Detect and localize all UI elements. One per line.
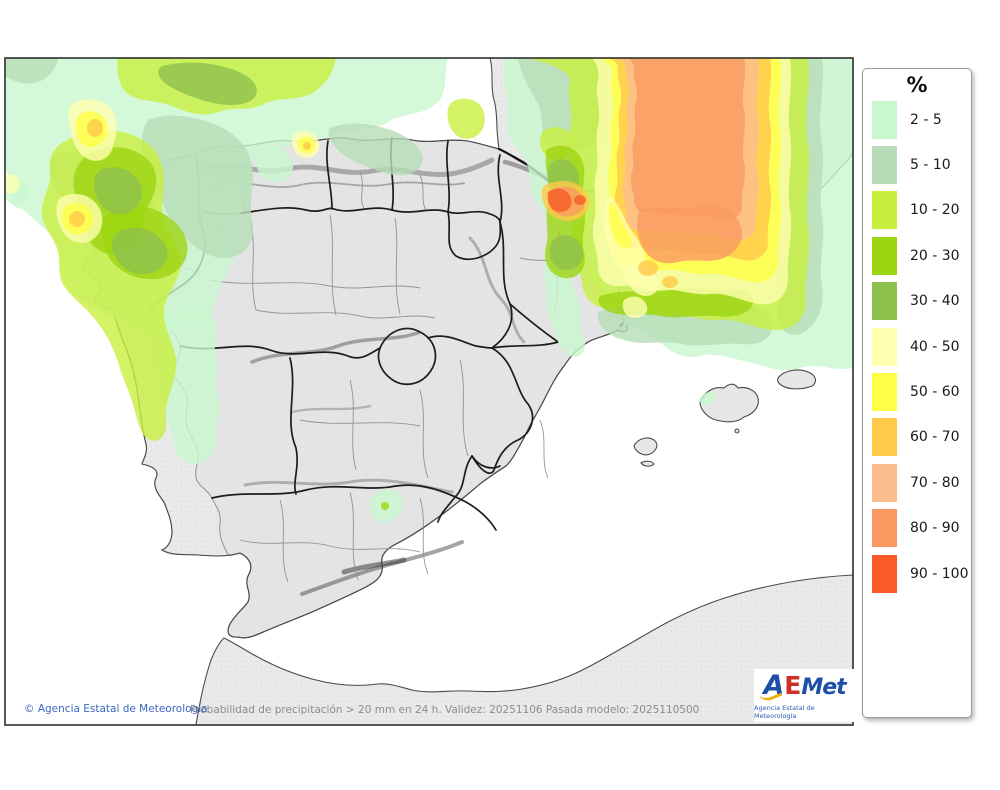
legend-label: 20 - 30: [910, 247, 960, 264]
legend-item: 80 - 90: [863, 506, 971, 551]
precipitation-overlay: [5, 58, 853, 523]
overlay-west-pyrenees-cluster: [541, 180, 590, 222]
legend-color-swatch: [872, 554, 897, 593]
legend-color-swatch: [872, 282, 897, 321]
legend-color-swatch: [872, 509, 897, 548]
legend-label: 60 - 70: [910, 429, 960, 446]
legend-label: 50 - 60: [910, 384, 960, 401]
legend-item: 60 - 70: [863, 415, 971, 460]
legend-panel: % 2 - 5 5 - 10 10 - 20 20 - 30 30 - 40 4…: [862, 68, 972, 718]
legend-color-swatch: [872, 236, 897, 275]
aemet-logo: AEMet Agencia Estatal de Meteorología: [754, 669, 855, 722]
overlay-catalonia-bands: [602, 196, 678, 318]
map-caption: Probabilidad de precipitación > 20 mm en…: [190, 704, 700, 716]
legend-label: 90 - 100: [910, 565, 969, 582]
logo-letters-met: Met: [801, 675, 846, 700]
legend-label: 30 - 40: [910, 293, 960, 310]
legend-color-swatch: [872, 373, 897, 412]
logo-subtitle: Agencia Estatal de Meteorología: [754, 704, 815, 720]
legend-color-swatch: [872, 191, 897, 230]
logo-letter-e: E: [784, 671, 802, 700]
legend-item: 20 - 30: [863, 233, 971, 278]
legend-item: 90 - 100: [863, 551, 971, 596]
legend-item: 30 - 40: [863, 279, 971, 324]
legend-item: 50 - 60: [863, 369, 971, 414]
legend-item: 40 - 50: [863, 324, 971, 369]
copyright-text: © Agencia Estatal de Meteorología: [24, 703, 208, 715]
legend-label: 70 - 80: [910, 474, 960, 491]
legend-item: 70 - 80: [863, 460, 971, 505]
legend-color-swatch: [872, 146, 897, 185]
legend-color-swatch: [872, 100, 897, 139]
logo-letter-a: A: [763, 670, 785, 701]
legend-color-swatch: [872, 463, 897, 502]
legend-color-swatch: [872, 418, 897, 457]
legend-label: 10 - 20: [910, 202, 960, 219]
overlay-80-90: [628, 58, 746, 264]
aemet-wordmark: AEMet: [758, 670, 847, 704]
africa-land: [195, 574, 853, 725]
legend-item: 10 - 20: [863, 188, 971, 233]
legend-title: %: [906, 73, 928, 97]
legend-label: 5 - 10: [910, 157, 951, 174]
legend-label: 80 - 90: [910, 520, 960, 537]
legend-item: 2 - 5: [863, 97, 971, 142]
legend-label: 40 - 50: [910, 338, 960, 355]
overlay-30-40: [93, 62, 584, 275]
legend-item: 5 - 10: [863, 142, 971, 187]
legend-label: 2 - 5: [910, 111, 942, 128]
legend-color-swatch: [872, 327, 897, 366]
map-frame: [4, 57, 854, 726]
